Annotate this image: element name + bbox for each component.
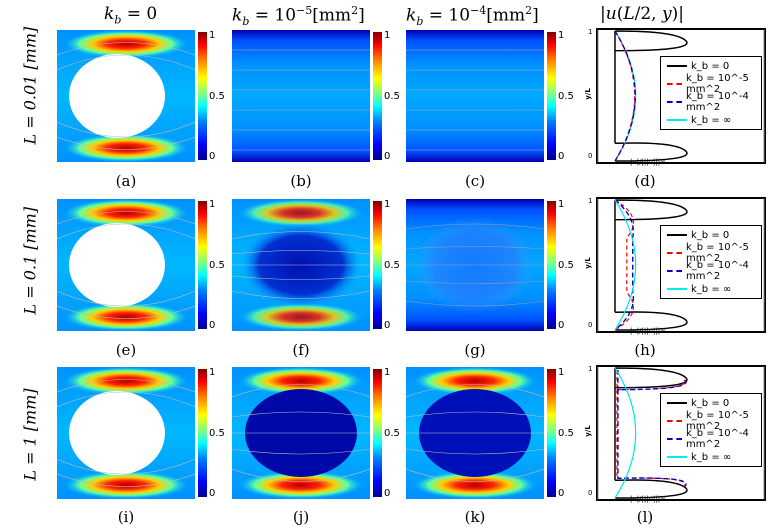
panel-f	[232, 199, 370, 331]
panel-g	[406, 199, 544, 331]
legend-item: k_b = 10^-5 mm^2	[661, 73, 761, 95]
cbar-tick-1: 1	[384, 199, 391, 210]
colorbar-j	[373, 369, 382, 497]
profile-xlabel: |u|/|||u|||∞	[630, 327, 666, 335]
panel-c	[406, 30, 544, 162]
legend-l: k_b = 0 k_b = 10^-5 mm^2 k_b = 10^-4 mm^…	[660, 393, 762, 467]
panel-b	[232, 30, 370, 162]
label-j: (j)	[292, 508, 310, 526]
cbar-tick-0: 0	[384, 320, 391, 331]
profile-ytick-0: 0	[588, 152, 593, 160]
profile-ylabel: y/L	[583, 88, 592, 100]
cbar-tick-05: 0.5	[209, 428, 225, 439]
cbar-tick-1: 1	[558, 367, 565, 378]
profile-ylabel: y/L	[583, 257, 592, 269]
cbar-tick-1: 1	[209, 30, 216, 41]
cbar-tick-0: 0	[384, 151, 391, 162]
profile-ytick-0: 0	[588, 489, 593, 497]
legend-item: k_b = 10^-4 mm^2	[661, 428, 761, 450]
profile-xlabel: |u|/|||u|||∞	[630, 495, 666, 503]
cbar-tick-1: 1	[558, 199, 565, 210]
row-title-1: L = 0.01 [mm]	[20, 26, 40, 145]
panel-k	[406, 367, 544, 499]
legend-item: k_b = 10^-5 mm^2	[661, 410, 761, 432]
cbar-tick-1: 1	[558, 30, 565, 41]
colorbar-g	[547, 201, 556, 329]
cbar-tick-1: 1	[209, 199, 216, 210]
row-title-2: L = 0.1 [mm]	[20, 206, 40, 315]
cbar-tick-1: 1	[384, 30, 391, 41]
label-g: (g)	[464, 341, 486, 359]
label-a: (a)	[115, 172, 137, 190]
row-title-3: L = 1 [mm]	[20, 388, 40, 481]
cbar-tick-05: 0.5	[558, 260, 574, 271]
panel-a	[57, 30, 195, 162]
cbar-tick-0: 0	[558, 320, 565, 331]
colorbar-f	[373, 201, 382, 329]
legend-item: k_b = ∞	[661, 111, 761, 129]
legend-item: k_b = ∞	[661, 280, 761, 298]
panel-j	[232, 367, 370, 499]
cbar-tick-05: 0.5	[209, 260, 225, 271]
colorbar-e	[198, 201, 207, 329]
cbar-tick-1: 1	[209, 367, 216, 378]
cbar-tick-0: 0	[558, 151, 565, 162]
label-l: (l)	[636, 508, 654, 526]
cbar-tick-0: 0	[558, 488, 565, 499]
cbar-tick-1: 1	[384, 367, 391, 378]
legend-item: k_b = 0	[661, 57, 761, 75]
legend-d: k_b = 0 k_b = 10^-5 mm^2 k_b = 10^-4 mm^…	[660, 56, 762, 130]
colorbar-c	[547, 32, 556, 160]
profile-ylabel: y/L	[583, 425, 592, 437]
legend-item: k_b = 10^-4 mm^2	[661, 91, 761, 113]
label-f: (f)	[292, 341, 310, 359]
label-i: (i)	[117, 508, 135, 526]
col-title-profile: |u(L/2, y)|	[600, 4, 684, 24]
cbar-tick-0: 0	[384, 488, 391, 499]
col-title-kb4: kb = 10−4[mm2]	[406, 4, 539, 29]
legend-item: k_b = ∞	[661, 448, 761, 466]
legend-h: k_b = 0 k_b = 10^-5 mm^2 k_b = 10^-4 mm^…	[660, 225, 762, 299]
cbar-tick-05: 0.5	[384, 428, 400, 439]
col-title-kb0: kb = 0	[104, 4, 158, 27]
label-d: (d)	[634, 172, 656, 190]
panel-i	[57, 367, 195, 499]
profile-ytick-1: 1	[588, 365, 593, 373]
label-h: (h)	[634, 341, 656, 359]
cbar-tick-0: 0	[209, 151, 216, 162]
cbar-tick-0: 0	[209, 320, 216, 331]
profile-xlabel: |u|/|||u|||∞	[630, 158, 666, 166]
label-b: (b)	[290, 172, 312, 190]
colorbar-k	[547, 369, 556, 497]
colorbar-i	[198, 369, 207, 497]
colorbar-b	[373, 32, 382, 160]
col-title-kb5: kb = 10−5[mm2]	[232, 4, 365, 29]
cbar-tick-05: 0.5	[558, 428, 574, 439]
label-k: (k)	[464, 508, 486, 526]
legend-item: k_b = 10^-4 mm^2	[661, 260, 761, 282]
colorbar-a	[198, 32, 207, 160]
cbar-tick-05: 0.5	[384, 260, 400, 271]
label-c: (c)	[464, 172, 486, 190]
label-e: (e)	[115, 341, 137, 359]
cbar-tick-0: 0	[209, 488, 216, 499]
legend-item: k_b = 10^-5 mm^2	[661, 242, 761, 264]
panel-e	[57, 199, 195, 331]
cbar-tick-05: 0.5	[558, 91, 574, 102]
legend-item: k_b = 0	[661, 226, 761, 244]
profile-ytick-0: 0	[588, 321, 593, 329]
profile-ytick-1: 1	[588, 197, 593, 205]
profile-ytick-1: 1	[588, 28, 593, 36]
cbar-tick-05: 0.5	[384, 91, 400, 102]
cbar-tick-05: 0.5	[209, 91, 225, 102]
legend-item: k_b = 0	[661, 394, 761, 412]
